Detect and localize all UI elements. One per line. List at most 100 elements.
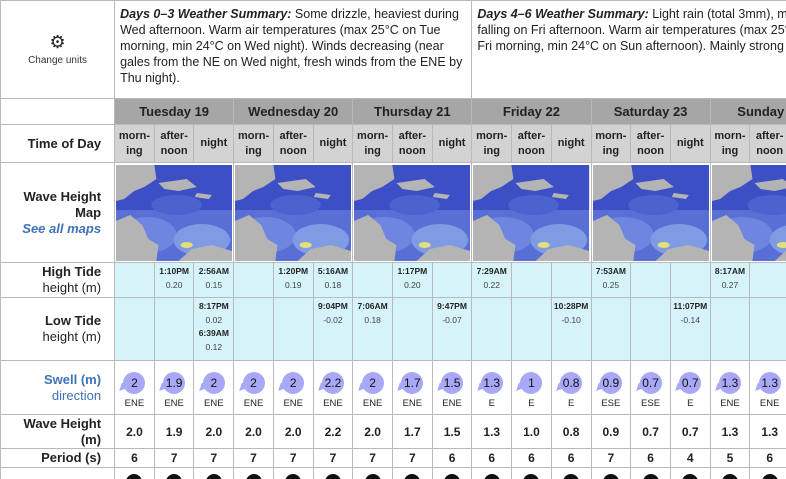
wave-map-thumbnail[interactable]: [114, 162, 235, 263]
day-header: Friday 22: [471, 98, 592, 125]
wave-map-thumbnail[interactable]: [709, 162, 786, 263]
low-tide-cell: [471, 297, 513, 361]
low-tide-height: -0.14: [680, 315, 700, 325]
wave-height-value: 0.9: [590, 414, 632, 449]
wind-cell: [471, 467, 513, 479]
day-header: Sunday 24: [709, 98, 786, 125]
swell-cell: 0.7 ESE: [630, 360, 671, 415]
high-tide-cell: [550, 262, 592, 298]
high-tide-time: 1:17PM: [397, 266, 428, 276]
wave-height-value: 0.7: [630, 414, 671, 449]
low-tide-height: 0.02: [205, 315, 223, 325]
wind-icon: [602, 474, 619, 479]
wave-map-thumbnail[interactable]: [590, 162, 711, 263]
wave-height-value: 1.3: [749, 414, 786, 449]
change-units-button[interactable]: ⚙ Change units: [0, 0, 116, 99]
low-tide-cell: [749, 297, 786, 361]
swell-cell: 1.9 ENE: [153, 360, 195, 415]
tod-line: morn-: [476, 129, 508, 142]
wind-icon: [642, 474, 659, 479]
high-tide-cell: [114, 262, 155, 298]
high-tide-cell: [630, 262, 671, 298]
time-of-day-label: Time of Day: [0, 124, 116, 163]
period-value: 5: [709, 448, 751, 468]
swell-badge: 1.7: [401, 371, 424, 394]
swell-badge: 0.8: [560, 371, 583, 394]
swell-badge: 2: [123, 371, 146, 394]
tod-line: ing: [602, 144, 620, 157]
swell-direction: E: [567, 397, 575, 409]
summary-heading: Days 4–6 Weather Summary:: [477, 7, 649, 21]
tod-line: night: [557, 137, 585, 149]
swell-badge: 2: [361, 371, 384, 394]
wave-height-value: 1.7: [391, 414, 433, 449]
high-tide-cell: [233, 262, 274, 298]
tod-line: after-: [398, 129, 427, 142]
low-tide-cell: [630, 297, 671, 361]
period-value: 7: [193, 448, 235, 468]
low-tide-time: 11:07PM: [673, 301, 708, 311]
summary-text: Light rain (total 3mm), mostly falling o…: [477, 7, 786, 53]
swell-direction: ENE: [204, 397, 224, 409]
swell-direction: ESE: [641, 397, 661, 409]
time-of-day-cell: after-noon: [511, 124, 552, 163]
time-of-day-cell: night: [550, 124, 592, 163]
wave-map-thumbnail[interactable]: [471, 162, 592, 263]
see-all-maps-link[interactable]: See all maps: [22, 220, 102, 236]
high-tide-time: 7:29AM: [476, 266, 507, 276]
low-tide-height: 0.18: [364, 315, 381, 325]
wave-map-thumbnail[interactable]: [352, 162, 473, 263]
time-of-day-cell: after-noon: [272, 124, 314, 163]
swell-direction: ENE: [442, 397, 462, 409]
high-tide-height: 0.15: [205, 280, 223, 290]
swell-direction: E: [687, 397, 694, 409]
swell-direction: ENE: [323, 397, 343, 409]
low-tide-cell: [391, 297, 433, 361]
period-value: 7: [272, 448, 314, 468]
wind-icon: [126, 474, 143, 479]
wind-cell: [669, 467, 711, 479]
swell-direction: ENE: [402, 397, 423, 409]
period-value: 7: [233, 448, 274, 468]
day-header: Thursday 21: [352, 98, 473, 125]
swell-cell: 0.7 E: [669, 360, 711, 415]
wave-map-thumbnail[interactable]: [233, 162, 354, 263]
time-of-day-cell: morn-ing: [114, 124, 155, 163]
direction-label: direction: [51, 387, 102, 403]
tod-line: after-: [755, 129, 784, 142]
time-of-day-cell: morn-ing: [233, 124, 274, 163]
wind-cell: [630, 467, 671, 479]
high-tide-cell: [749, 262, 786, 298]
wind-icon: [324, 474, 341, 479]
high-tide-time: 5:16AM: [317, 266, 349, 276]
low-tide-time: 6:39AM: [198, 328, 229, 338]
tod-line: noon: [756, 144, 784, 157]
swell-label-cell: Swell (m) direction: [0, 360, 116, 415]
swell-direction: ENE: [759, 397, 780, 409]
high-tide-cell: 8:17AM 0.27: [709, 262, 751, 298]
high-tide-cell: 1:20PM 0.19: [272, 262, 314, 298]
period-value: 7: [352, 448, 393, 468]
low-tide-time: 7:06AM: [357, 301, 388, 311]
swell-cell: 1.3 E: [471, 360, 513, 415]
time-of-day-cell: after-noon: [391, 124, 433, 163]
low-tide-cell: 7:06AM 0.18: [352, 297, 393, 361]
swell-badge: 1.9: [163, 371, 186, 394]
swell-cell: 1.3 ENE: [749, 360, 786, 415]
low-tide-cell: [272, 297, 314, 361]
wind-cell: [709, 467, 751, 479]
period-value: 7: [391, 448, 433, 468]
corner-cell: [0, 98, 116, 125]
wave-map-label-cell: Wave Height Map See all maps: [0, 162, 116, 263]
high-tide-time: 1:20PM: [278, 266, 309, 276]
high-tide-height: 0.25: [602, 280, 620, 290]
high-tide-time: 8:17AM: [714, 266, 746, 276]
period-value: 6: [511, 448, 552, 468]
swell-cell: 2 ENE: [233, 360, 274, 415]
gear-icon: ⚙: [49, 32, 66, 52]
low-tide-label: Low Tide: [44, 313, 102, 328]
high-tide-cell: [511, 262, 552, 298]
swell-badge: 0.7: [679, 371, 702, 394]
swell-badge: 1.3: [718, 371, 741, 394]
high-tide-cell: [352, 262, 393, 298]
